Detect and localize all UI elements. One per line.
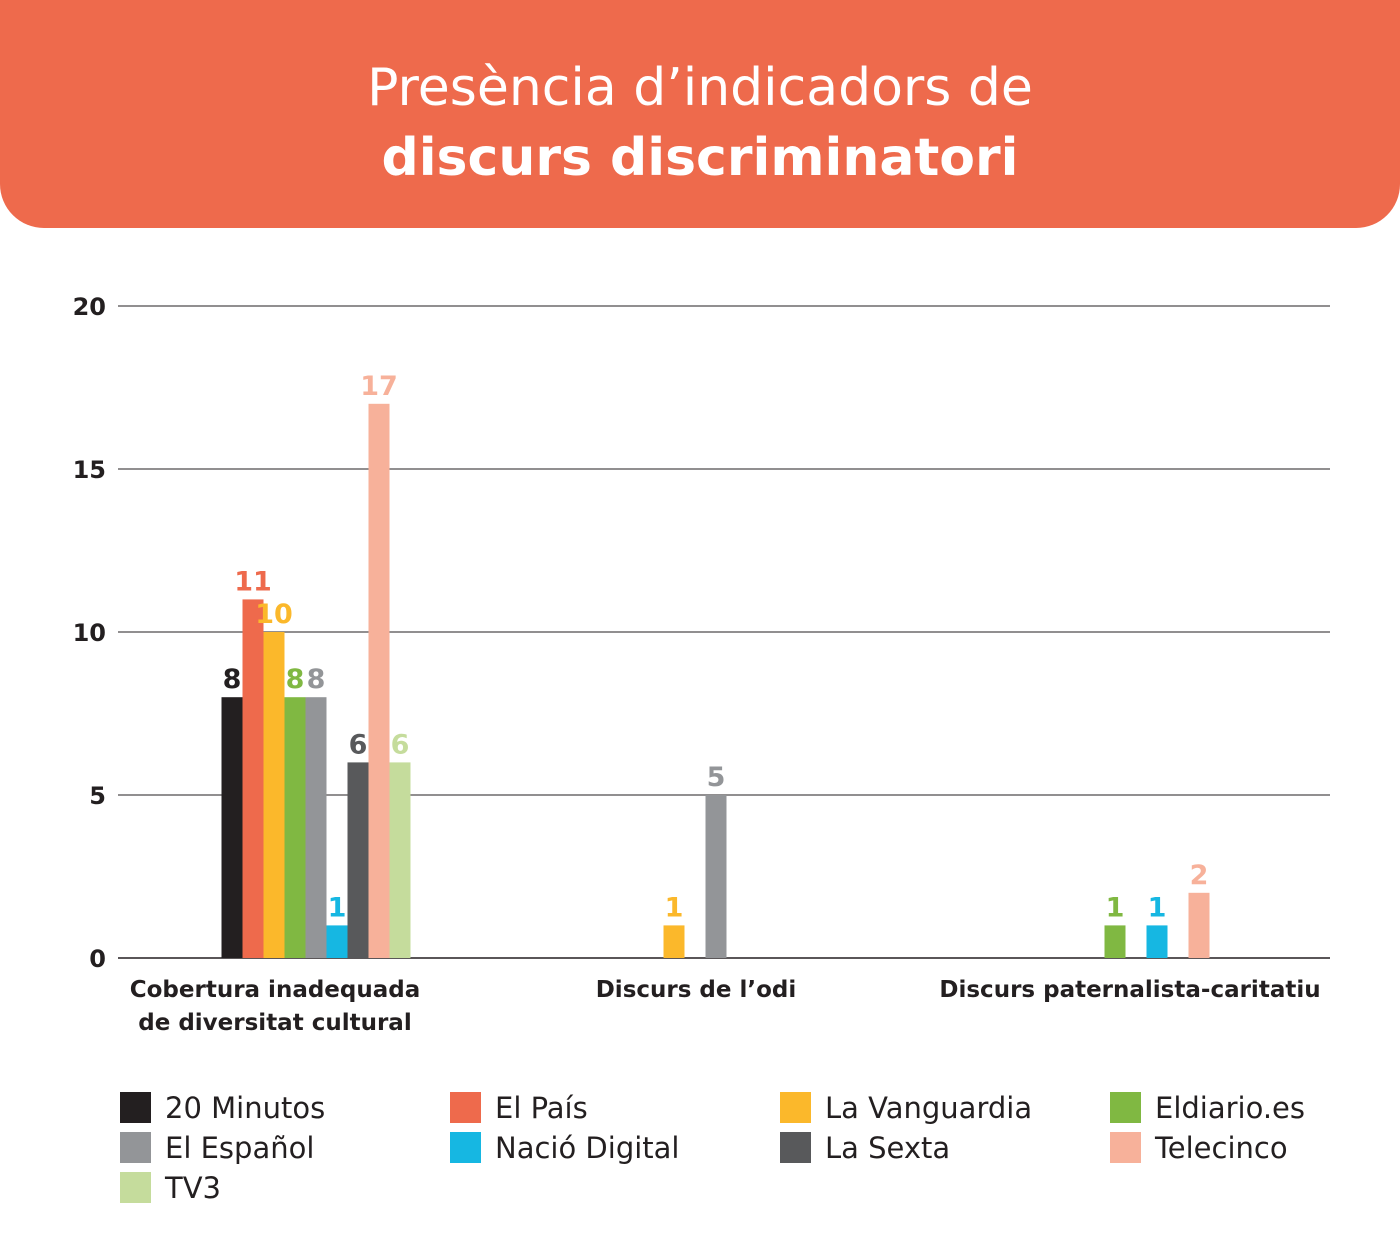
- chart-title-line1: Presència d’indicadors de: [367, 58, 1033, 118]
- y-tick-label: 15: [73, 456, 106, 484]
- bar: [305, 697, 327, 958]
- bar: [1188, 892, 1210, 958]
- legend-label: La Vanguardia: [825, 1090, 1033, 1125]
- category-label: Cobertura inadequada: [130, 977, 421, 1003]
- bar: [326, 925, 348, 958]
- legend-label: La Sexta: [825, 1130, 951, 1165]
- legend-item: TV3: [120, 1170, 450, 1205]
- legend-label: El Español: [165, 1130, 315, 1165]
- bar: [242, 599, 264, 958]
- legend-swatch: [780, 1092, 811, 1123]
- legend-item: La Sexta: [780, 1130, 1110, 1165]
- bar: [368, 403, 390, 958]
- bar-value-label: 1: [1106, 892, 1125, 923]
- bar: [1104, 925, 1126, 958]
- category-label: Discurs de l’odi: [596, 977, 797, 1003]
- bar-value-label: 10: [255, 599, 293, 630]
- legend-label: Nació Digital: [495, 1130, 680, 1165]
- legend-item: La Vanguardia: [780, 1090, 1110, 1125]
- bar: [221, 697, 243, 958]
- bar-value-label: 6: [349, 729, 368, 760]
- legend-label: TV3: [165, 1170, 222, 1205]
- legend-swatch: [120, 1092, 151, 1123]
- legend-label: Telecinco: [1155, 1130, 1288, 1165]
- bar-value-label: 8: [223, 664, 242, 695]
- chart-title-line2: discurs discriminatori: [381, 128, 1019, 188]
- legend-item: El Español: [120, 1130, 450, 1165]
- category-label: Discurs paternalista-caritatiu: [939, 977, 1320, 1003]
- bar-value-label: 2: [1190, 860, 1209, 891]
- legend-item: Eldiario.es: [1110, 1090, 1380, 1125]
- y-tick-label: 5: [89, 782, 106, 810]
- bar: [389, 762, 411, 958]
- bar: [705, 795, 727, 958]
- legend-swatch: [120, 1172, 151, 1203]
- legend-swatch: [780, 1132, 811, 1163]
- category-label: de diversitat cultural: [138, 1010, 411, 1036]
- chart-header: Presència d’indicadors de discurs discri…: [0, 0, 1400, 228]
- bar-value-label: 6: [391, 729, 410, 760]
- bar-value-label: 5: [707, 762, 726, 793]
- bar-value-label: 17: [360, 371, 398, 402]
- bar-value-label: 1: [1148, 892, 1167, 923]
- y-tick-label: 10: [73, 619, 106, 647]
- legend-label: El País: [495, 1090, 588, 1125]
- legend-swatch: [450, 1132, 481, 1163]
- legend-swatch: [120, 1132, 151, 1163]
- y-tick-label: 0: [89, 945, 106, 973]
- legend-item: El País: [450, 1090, 780, 1125]
- bar: [347, 762, 369, 958]
- bar: [1146, 925, 1168, 958]
- legend-swatch: [450, 1092, 481, 1123]
- bar-value-label: 1: [328, 892, 347, 923]
- legend-item: Nació Digital: [450, 1130, 780, 1165]
- chart-legend: 20 Minutos El País La Vanguardia Eldiario.e…: [120, 1090, 1380, 1205]
- legend-item: Telecinco: [1110, 1130, 1380, 1165]
- bar-value-label: 8: [286, 664, 305, 695]
- legend-label: Eldiario.es: [1155, 1090, 1305, 1125]
- bar: [663, 925, 685, 958]
- legend-label: 20 Minutos: [165, 1090, 326, 1125]
- bar-value-label: 1: [665, 892, 684, 923]
- y-tick-label: 20: [73, 293, 106, 321]
- bar: [284, 697, 306, 958]
- bar: [263, 632, 285, 958]
- legend-swatch: [1110, 1132, 1141, 1163]
- legend-item: 20 Minutos: [120, 1090, 450, 1125]
- bar-value-label: 8: [307, 664, 326, 695]
- bar-value-label: 11: [234, 566, 272, 597]
- legend-swatch: [1110, 1092, 1141, 1123]
